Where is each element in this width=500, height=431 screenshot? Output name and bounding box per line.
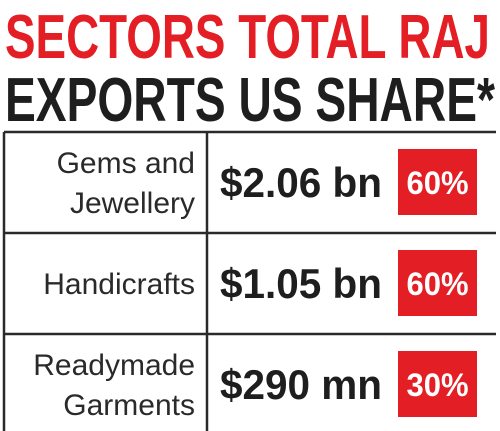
share-box	[398, 250, 477, 316]
sector-label: Gems and	[57, 147, 195, 180]
share-value: 60%	[407, 266, 469, 302]
total-value: $1.05 bn	[220, 260, 382, 307]
table-rows: Gems and Jewellery $2.06 bn 60% Handicrafts $…	[33, 147, 477, 422]
title-line-1: SECTORS TOTAL RAJ	[5, 3, 490, 72]
sector-label: Jewellery	[70, 187, 195, 220]
sector-label: Readymade	[33, 349, 195, 382]
sector-label: Handicrafts	[43, 268, 195, 301]
share-value: 60%	[407, 165, 469, 201]
title-line-2: EXPORTS US SHARE*	[5, 66, 496, 135]
total-value: $2.06 bn	[220, 159, 382, 206]
share-box	[398, 351, 477, 417]
sector-label: Garments	[63, 389, 195, 422]
table-frame	[2, 130, 496, 431]
total-value: $290 mn	[220, 361, 382, 408]
share-value: 30%	[407, 367, 469, 403]
share-box	[398, 149, 477, 215]
